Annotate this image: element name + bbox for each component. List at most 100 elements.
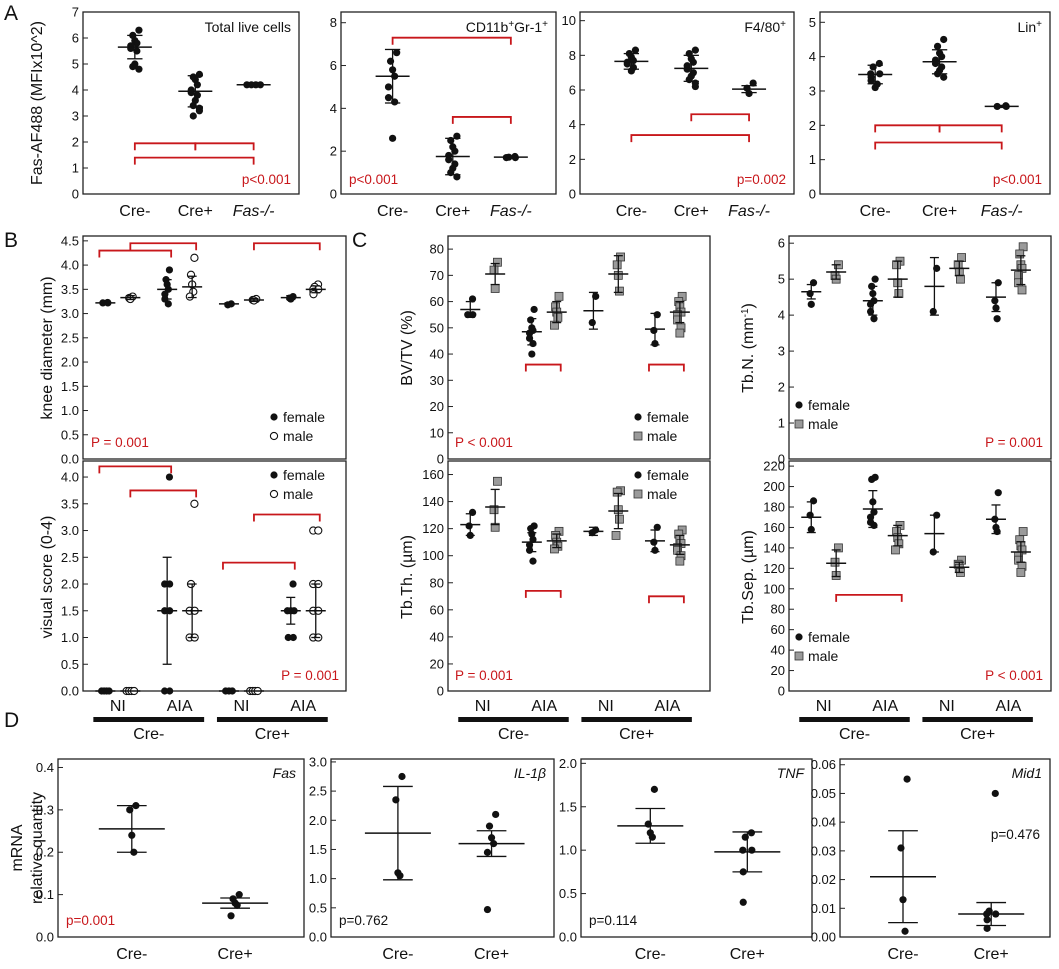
y-axis-A2: 0 2 4 6 8 [330, 15, 346, 202]
data-point-square [611, 531, 621, 540]
data-point [465, 522, 473, 530]
legend-label: male [647, 486, 678, 502]
data-point-square [675, 328, 685, 338]
data-point [991, 789, 999, 798]
y-tick-label: 3.5 [61, 282, 79, 297]
data-point [875, 59, 883, 68]
y-tick-label: 1.5 [61, 603, 79, 618]
y-tick-label: 4 [809, 49, 816, 64]
y-tick-label: 2.0 [309, 813, 327, 828]
y-tick-label: 0.04 [811, 815, 836, 830]
legend-label: male [808, 416, 839, 432]
x-category-label: Cre- [860, 203, 891, 220]
y-tick-label: 0 [437, 452, 444, 467]
y-tick-label: 6 [72, 31, 79, 46]
significance-bracket [98, 465, 173, 474]
data-point-square [615, 514, 624, 524]
data-point [289, 580, 297, 588]
y-tick-label: 80 [430, 242, 444, 257]
y-axis-D4: 0.00 0.01 0.02 0.03 0.04 0.05 0.06 [811, 757, 845, 945]
data-point-square [1015, 249, 1025, 259]
y-tick-label: 60 [771, 622, 785, 637]
legend-label: male [808, 648, 839, 664]
x-genotype-label: Cre- [498, 726, 529, 743]
data-point [634, 413, 642, 421]
significance-bracket [835, 594, 903, 602]
significance-bracket [129, 242, 198, 251]
x-category-label: Cre- [887, 946, 918, 963]
y-tick-label: 1.5 [309, 842, 327, 857]
y-tick-label: 0.4 [36, 760, 54, 775]
group-C3-0 [460, 508, 481, 540]
x-condition-label: AIA [655, 698, 681, 715]
plot-frame-B2 [82, 460, 347, 692]
y-tick-label: 4 [72, 83, 79, 98]
data-point [527, 316, 535, 324]
y-tick-label: 3.0 [61, 306, 79, 321]
y-tick-label: 8 [330, 15, 337, 30]
x-category-label: Cre- [635, 946, 666, 963]
legend-B1: female male [269, 409, 325, 444]
data-point-square [1016, 568, 1026, 577]
y-axis-B2: 0.0 0.5 1.0 1.5 2.0 2.5 3.0 3.5 4.0 [61, 470, 88, 699]
group-C1-0 [460, 295, 481, 319]
data-point [483, 905, 492, 914]
y-axis-label: Tb.Sep. (µm) [740, 530, 757, 624]
y-tick-label: 3 [809, 83, 816, 98]
legend-label: female [647, 409, 689, 425]
data-point [929, 307, 937, 316]
group-D3-1 [714, 829, 781, 906]
x-category-label: Fas-/- [233, 203, 275, 220]
y-tick-label: 40 [771, 643, 785, 658]
group-D2-1 [458, 810, 525, 914]
y-tick-label: 7 [72, 5, 79, 20]
data-point [468, 295, 477, 303]
data-point-square [892, 260, 901, 270]
y-tick-label: 5 [778, 272, 785, 287]
data-point [868, 475, 876, 483]
y-axis-C4: 0 20 40 60 80 100 120 140 160 180 200 220 [763, 459, 794, 699]
group-B2-0 [95, 687, 116, 695]
group-A3-2 [732, 79, 767, 98]
y-tick-label: 2 [569, 152, 576, 167]
y-axis-label: visual score (0-4) [39, 516, 56, 639]
data-point [650, 538, 658, 546]
group-B1-7 [305, 280, 326, 299]
data-point-square [554, 291, 564, 301]
x-genotype-label: Cre- [133, 726, 164, 743]
y-tick-label: 0.5 [309, 900, 327, 915]
panel-title: Fas [273, 765, 296, 781]
y-tick-label: 0 [330, 187, 337, 202]
data-point [871, 83, 879, 92]
data-point-square [1018, 527, 1028, 536]
y-tick-label: 4.0 [61, 470, 79, 485]
p-value-label: P = 0.001 [985, 435, 1043, 450]
y-tick-label: 0.06 [811, 757, 836, 772]
group-A4-1 [922, 35, 957, 81]
plot-frame-C3 [447, 460, 711, 692]
group-B1-3 [182, 253, 203, 301]
y-axis-label: Tb.Th. (µm) [399, 535, 416, 619]
panel-title: TNF [777, 765, 806, 781]
y-axis-C1: 0 10 20 30 40 50 60 70 80 [430, 242, 453, 467]
data-point [901, 927, 909, 935]
data-point [384, 83, 393, 91]
data-point [529, 339, 537, 348]
x-genotype-label: Cre+ [255, 726, 290, 743]
data-point [289, 633, 297, 642]
y-axis-label: BV/TV (%) [399, 310, 416, 386]
group-A2-2 [493, 152, 528, 162]
data-point [748, 846, 756, 854]
group-C3-4 [583, 526, 604, 537]
legend-label: male [283, 486, 314, 502]
data-point [940, 35, 948, 44]
plot-frame-D2 [330, 758, 555, 938]
legend-C2: female male [794, 397, 850, 432]
x-category-label: Cre+ [178, 203, 213, 220]
group-C4-2 [862, 473, 883, 530]
group-A2-0 [375, 48, 410, 142]
y-tick-label: 6 [330, 58, 337, 73]
data-point-square [1017, 285, 1027, 295]
y-tick-label: 3.5 [61, 496, 79, 511]
